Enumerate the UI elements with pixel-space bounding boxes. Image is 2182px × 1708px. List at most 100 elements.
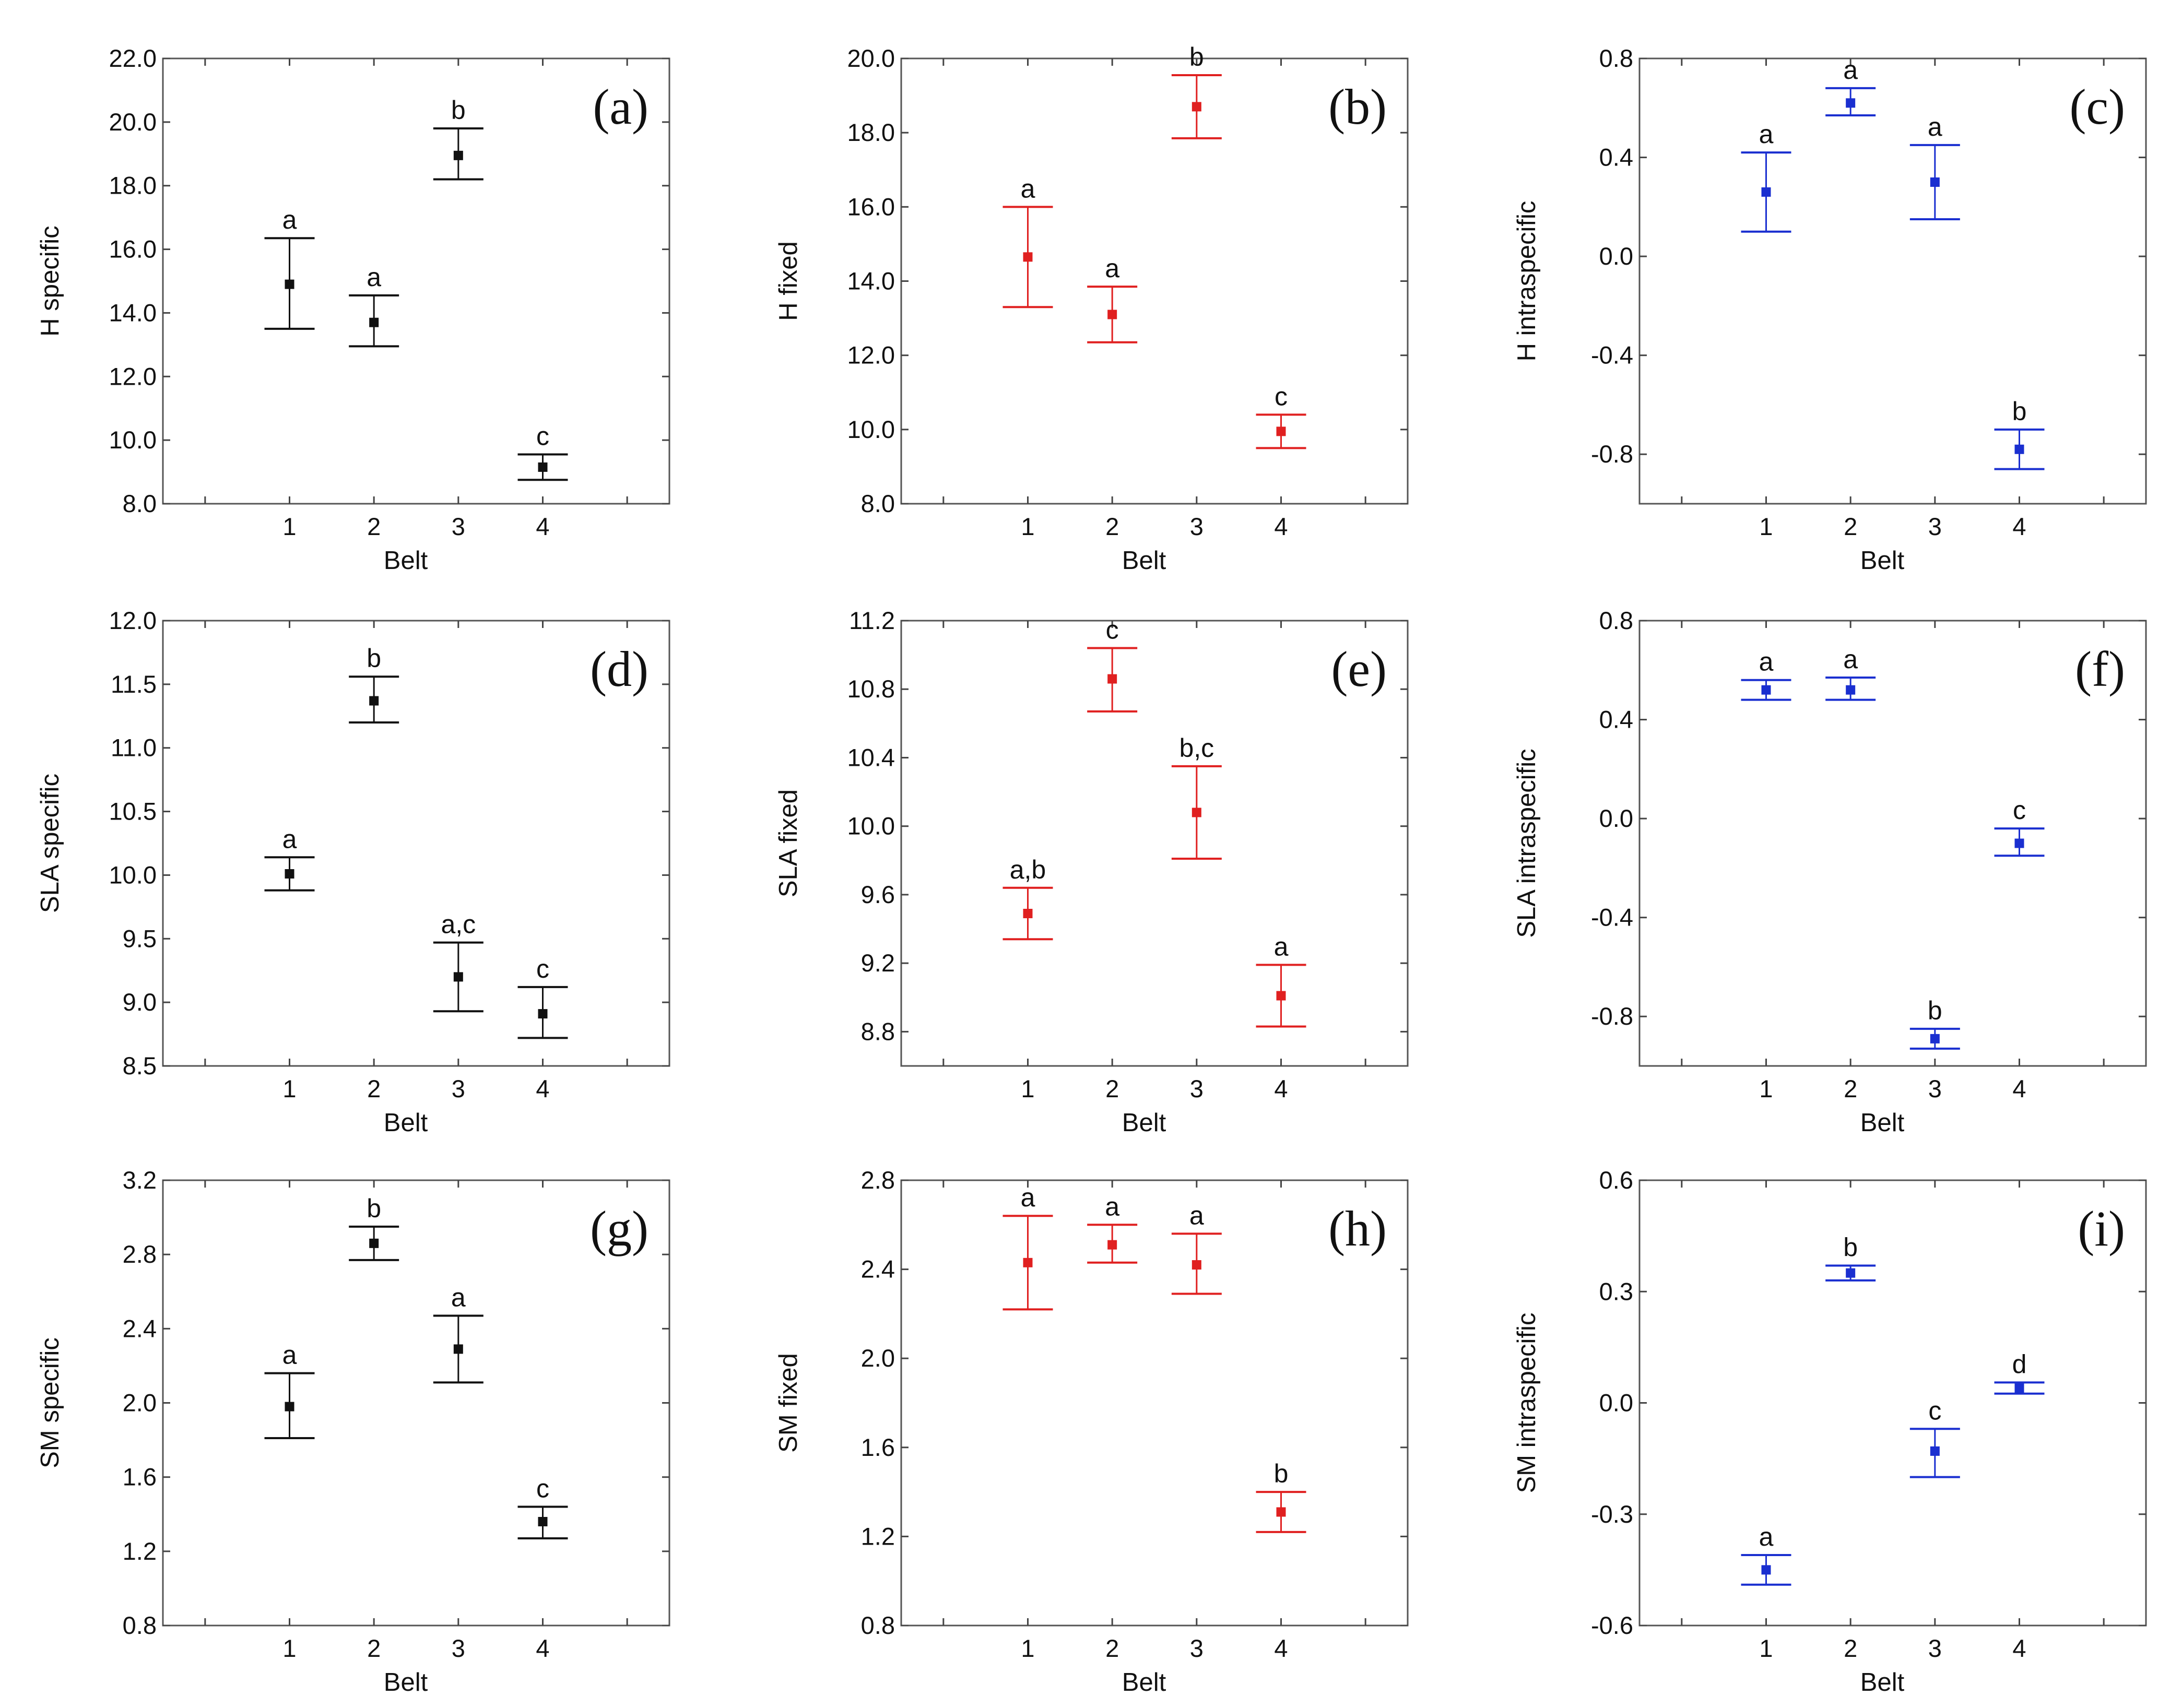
significance-letter: b — [2012, 397, 2027, 426]
panel-label: (d) — [590, 641, 648, 697]
mean-marker — [1930, 1034, 1940, 1043]
x-tick-label: 2 — [1105, 513, 1119, 540]
significance-letter: c — [1106, 615, 1119, 644]
mean-marker — [285, 869, 294, 879]
x-tick-label: 1 — [282, 1634, 296, 1662]
significance-letter: c — [536, 422, 549, 451]
y-tick-label: 16.0 — [109, 235, 157, 263]
x-tick-label: 1 — [1021, 513, 1034, 540]
significance-letter: b — [1928, 996, 1942, 1025]
x-tick-label: 2 — [1105, 1634, 1119, 1662]
y-tick-label: 2.8 — [123, 1240, 157, 1268]
x-axis-label: Belt — [1860, 1109, 1905, 1137]
mean-marker — [1107, 310, 1117, 319]
y-tick-label: 2.4 — [123, 1314, 157, 1342]
x-tick-label: 3 — [1928, 1075, 1942, 1102]
x-tick-label: 4 — [536, 1634, 549, 1662]
panel-b: 8.0 10.0 12.0 14.0 16.0 18.0 20.0 1 2 3 4 Belt H fix… — [774, 42, 1409, 575]
mean-marker — [538, 1516, 548, 1526]
panel-f: -0.8 -0.4 0.0 0.4 0.8 1 2 3 4 Belt SLA intraspecif… — [1513, 607, 2147, 1137]
x-axis-label: Belt — [1122, 547, 1166, 575]
y-tick-label: 0.0 — [1599, 1389, 1633, 1417]
panel-g: 0.8 1.2 1.6 2.0 2.4 2.8 3.2 1 2 3 4 Belt SM specific… — [36, 1166, 670, 1697]
significance-letter: b — [367, 644, 381, 673]
mean-marker — [1276, 426, 1286, 436]
x-tick-label: 4 — [536, 1075, 549, 1102]
mean-marker — [2014, 838, 2024, 848]
significance-letter: a — [1274, 932, 1289, 961]
y-tick-label: 0.4 — [1599, 706, 1633, 733]
y-tick-label: -0.6 — [1591, 1611, 1633, 1639]
y-tick-label: 8.0 — [123, 490, 157, 517]
y-tick-label: 12.0 — [109, 362, 157, 390]
x-tick-label: 3 — [452, 1634, 465, 1662]
y-tick-label: 10.0 — [847, 812, 895, 840]
mean-marker — [1930, 177, 1940, 187]
x-tick-label: 3 — [452, 1075, 465, 1102]
y-tick-label: 0.8 — [861, 1611, 895, 1639]
mean-marker — [285, 279, 294, 289]
significance-letter: a — [1843, 55, 1858, 85]
y-tick-label: 8.8 — [861, 1017, 895, 1045]
y-tick-label: 0.0 — [1599, 804, 1633, 832]
mean-marker — [285, 1402, 294, 1412]
y-tick-label: 12.0 — [847, 341, 895, 369]
x-tick-label: 1 — [1759, 513, 1773, 540]
significance-letter: c — [2013, 796, 2026, 825]
significance-letter: b — [367, 1194, 381, 1223]
x-tick-label: 4 — [2012, 1075, 2026, 1102]
y-tick-label: 10.0 — [109, 426, 157, 454]
y-axis-label: SM specific — [36, 1337, 64, 1468]
significance-letter: c — [1928, 1396, 1941, 1425]
plot-frame — [1638, 57, 2147, 505]
x-axis-label: Belt — [384, 1668, 428, 1697]
significance-letter: a — [1021, 1183, 1035, 1212]
significance-letter: a — [1759, 647, 1774, 677]
mean-marker — [1276, 1507, 1286, 1517]
panel-label: (f) — [2075, 641, 2125, 697]
y-tick-label: 1.6 — [123, 1463, 157, 1491]
y-tick-label: 10.5 — [109, 798, 157, 825]
significance-letter: a — [1928, 112, 1942, 141]
plot-frame — [1638, 1179, 2147, 1627]
mean-marker — [1192, 808, 1201, 817]
mean-marker — [453, 150, 463, 160]
y-tick-label: -0.8 — [1591, 440, 1633, 468]
y-tick-label: 20.0 — [109, 108, 157, 136]
y-tick-label: 0.8 — [1599, 607, 1633, 634]
panel-c: -0.8 -0.4 0.0 0.4 0.8 1 2 3 4 Belt H intraspecific… — [1513, 44, 2147, 575]
y-tick-label: 22.0 — [109, 44, 157, 72]
x-tick-label: 4 — [2012, 1634, 2026, 1662]
panel-label: (h) — [1328, 1201, 1387, 1256]
x-tick-label: 3 — [1190, 1634, 1204, 1662]
x-tick-label: 4 — [1274, 1075, 1288, 1102]
plot-frame — [162, 57, 670, 505]
x-tick-label: 2 — [1844, 1075, 1857, 1102]
significance-letter: a,b — [1010, 855, 1046, 884]
significance-letter: a — [367, 263, 381, 292]
mean-marker — [1107, 1240, 1117, 1250]
x-tick-label: 2 — [367, 1075, 381, 1102]
mean-marker — [1846, 98, 1856, 108]
plot-frame — [900, 1179, 1409, 1627]
y-tick-label: 20.0 — [847, 44, 895, 72]
x-tick-label: 3 — [1928, 513, 1942, 540]
y-tick-label: -0.4 — [1591, 904, 1633, 931]
panel-label: (b) — [1328, 79, 1387, 135]
y-axis-label: SLA specific — [36, 774, 64, 913]
y-tick-label: 1.6 — [861, 1433, 895, 1461]
plot-frame — [900, 620, 1409, 1067]
mean-marker — [1023, 909, 1033, 919]
y-tick-label: 2.8 — [861, 1166, 895, 1194]
y-tick-label: 2.0 — [123, 1389, 157, 1417]
x-tick-label: 2 — [1844, 513, 1857, 540]
significance-letter: c — [536, 954, 549, 983]
plot-frame — [162, 620, 670, 1067]
mean-marker — [369, 696, 379, 706]
y-tick-label: 9.0 — [123, 988, 157, 1016]
y-tick-label: 14.0 — [847, 267, 895, 295]
x-tick-label: 2 — [367, 1634, 381, 1662]
y-axis-label: H fixed — [774, 241, 803, 321]
mean-marker — [1846, 685, 1856, 695]
